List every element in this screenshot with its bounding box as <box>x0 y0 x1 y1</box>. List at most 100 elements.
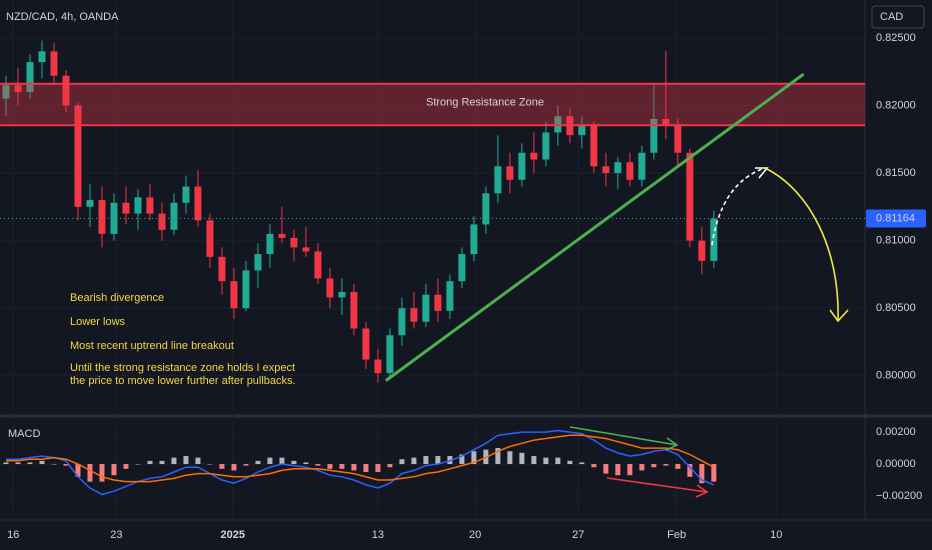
macd-histogram-bar <box>3 462 9 465</box>
candle-body <box>158 213 166 230</box>
candle-body <box>410 308 418 322</box>
note: Bearish divergence <box>70 292 164 304</box>
macd-histogram-bar <box>399 459 405 465</box>
candle-body <box>542 132 550 160</box>
currency: CAD <box>880 11 903 23</box>
candle-body <box>14 85 22 92</box>
macd-line <box>6 434 715 483</box>
candle-body <box>362 328 370 360</box>
candle-body <box>506 166 514 180</box>
macd-histogram-bar <box>171 457 177 465</box>
macd-title: MACD <box>8 428 40 440</box>
x-tick-label: 20 <box>469 529 481 541</box>
macd-histogram-bar <box>411 457 417 465</box>
candle-body <box>2 85 10 99</box>
macd-histogram-bar <box>627 464 633 476</box>
note: Lower lows <box>70 316 126 328</box>
candle-body <box>710 218 718 261</box>
macd-histogram-bar <box>87 464 93 482</box>
candle-body <box>374 359 382 374</box>
candle-body <box>254 254 262 271</box>
macd-histogram-bar <box>183 456 189 465</box>
macd-histogram-bar <box>435 456 441 465</box>
candle-body <box>50 51 58 76</box>
note: Most recent uptrend line breakout <box>70 340 234 352</box>
macd-histogram-bar <box>495 448 501 465</box>
x-tick-label: Feb <box>667 529 686 541</box>
candle-body <box>446 281 454 311</box>
candle-body <box>38 51 46 63</box>
macd-histogram-bar <box>51 464 57 465</box>
macd-tick-label: −0.00200 <box>876 490 922 502</box>
x-tick-label: 16 <box>7 529 19 541</box>
y-tick-label: 0.82500 <box>876 32 916 44</box>
macd-histogram-bar <box>639 464 645 471</box>
candle-body <box>98 200 106 234</box>
candle-body <box>698 240 706 261</box>
y-tick-label: 0.80500 <box>876 302 916 314</box>
candle-body <box>110 202 118 234</box>
macd-histogram-bar <box>255 460 261 465</box>
candle-body <box>122 202 130 214</box>
candle-body <box>458 254 466 282</box>
macd-histogram-bar <box>615 464 621 476</box>
zone-label: Strong Resistance Zone <box>426 96 544 108</box>
y-tick-label: 0.80000 <box>876 370 916 382</box>
candle-body <box>314 251 322 279</box>
macd-histogram-bar <box>123 464 129 469</box>
y-tick-label: 0.81500 <box>876 167 916 179</box>
candle-body <box>74 105 82 207</box>
note: the price to move lower further after pu… <box>70 375 296 387</box>
candle-body <box>662 118 670 126</box>
candle-body <box>614 162 622 174</box>
last-price-label: 0.81164 <box>876 212 915 224</box>
macd-histogram-bar <box>279 457 285 465</box>
x-tick-label: 2025 <box>221 529 245 541</box>
y-tick-label: 0.82000 <box>876 99 916 111</box>
y-tick-label: 0.81000 <box>876 235 916 247</box>
candle-body <box>146 197 154 214</box>
plot: Strong Resistance Zone Bearish divergence… <box>0 40 865 496</box>
candle-body <box>302 247 310 252</box>
candle-body <box>170 202 178 230</box>
candle-body <box>434 294 442 311</box>
macd-histogram-bar <box>339 464 345 469</box>
candle-body <box>518 152 526 180</box>
candle-body <box>530 152 538 160</box>
macd-histogram-bar <box>39 460 45 465</box>
macd-line <box>6 429 715 496</box>
macd-histogram-bar <box>231 464 237 471</box>
macd-histogram-bar <box>543 457 549 465</box>
candle-body <box>86 200 94 207</box>
macd-histogram-bar <box>291 460 297 465</box>
macd-histogram-bar <box>471 451 477 465</box>
price-divergence-arrowhead <box>695 484 709 498</box>
candle-body <box>290 237 298 248</box>
macd-histogram-bar <box>327 464 333 469</box>
macd-histogram-bar <box>243 464 249 466</box>
macd-histogram-bar <box>351 464 357 471</box>
candle-body <box>266 233 274 255</box>
candle-body <box>602 166 610 174</box>
candle-body <box>62 75 70 106</box>
macd-histogram-bar <box>219 464 225 469</box>
macd-histogram-bar <box>387 464 393 468</box>
note: Until the strong resistance zone holds I… <box>70 362 295 374</box>
macd-histogram-bar <box>711 464 717 482</box>
candle-body <box>638 152 646 180</box>
macd-tick-label: 0.00000 <box>876 458 916 470</box>
candle-body <box>386 335 394 374</box>
currency-box[interactable] <box>871 5 925 29</box>
pullback-arrowhead <box>755 167 769 179</box>
candle-body <box>494 166 502 194</box>
macd-histogram-bar <box>195 457 201 465</box>
macd-histogram-bar <box>111 464 117 476</box>
candle-body <box>206 220 214 257</box>
macd-histogram-bar <box>555 457 561 465</box>
last-price-box <box>866 209 926 228</box>
macd-histogram-bar <box>459 454 465 465</box>
macd-histogram-bar <box>507 451 513 465</box>
macd-histogram-bar <box>663 464 669 466</box>
macd-histogram-bar <box>567 460 573 465</box>
